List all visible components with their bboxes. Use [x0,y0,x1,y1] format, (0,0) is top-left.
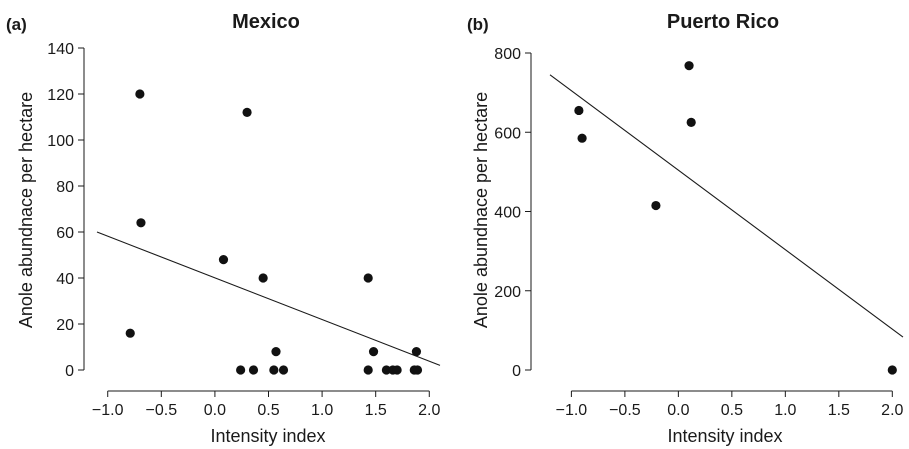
panel-a-x-tick-label: 0.5 [257,402,279,419]
panel-a-data-point [258,273,268,283]
panel-b-data-point [574,105,584,116]
panel-b-x-tick-label: 2.0 [881,402,903,419]
panel-a-y-tick-label: 20 [56,317,74,334]
panel-a-y-tick-label: 120 [47,87,74,104]
panel-a-x-tick-label: 1.0 [311,402,333,419]
panel-b-y-tick-label: 200 [494,284,521,301]
panel-b-y-tick-label: 0 [512,363,521,380]
panel-a-data-point [269,365,279,375]
panel-b-axes: −1.0 −0.5 0.0 0.5 1.0 1.5 2.0 0 200 400 600 800 [494,46,903,419]
panel-b-fit-line [549,74,904,338]
panel-b-x-tick-label: 1.5 [828,402,850,419]
panel-a-marks [96,89,441,375]
panel-b-y-axis-label: Anole abundnace per hectare [471,92,491,328]
panel-a-data-point [411,347,422,357]
panel-a-data-point [392,365,402,375]
panel-a-data-point [236,365,246,375]
panel-a-title: Mexico [232,11,300,33]
panel-b-label: (b) [467,15,489,34]
panel-a-x-axis-label: Intensity index [210,426,325,446]
panel-a-x-tick-label: 0.0 [204,402,226,419]
panel-a-data-point [363,273,373,283]
panel-b-data-point [577,133,587,143]
panel-a-x-tick-label: −0.5 [146,402,178,419]
panel-b-y-tick-label: 400 [494,205,521,222]
panel-a-data-point [368,347,379,357]
panel-a-y-tick-label: 140 [47,41,74,58]
panel-b-x-tick-label: 0.0 [667,402,689,419]
panel-a-data-point [412,365,423,375]
panel-b-title: Puerto Rico [667,11,779,33]
panel-a-x-tick-label: 2.0 [418,402,440,419]
panel-a-data-point [248,365,259,375]
panel-b: (b) Puerto Rico Anole abundnace per hect… [467,11,904,446]
panel-b-x-axis-label: Intensity index [667,426,782,446]
panel-a-data-point [363,365,373,375]
panel-a-data-point [278,365,289,375]
panel-b-x-tick-label: −1.0 [556,402,588,419]
panel-a-data-point [381,365,392,375]
panel-a-fit-line [96,231,441,366]
panel-a-y-tick-label: 60 [56,225,74,242]
panel-a: (a) Mexico Anole abundnace per hectare I… [6,11,441,446]
panel-a-data-point [135,89,145,99]
panel-a-data-point [125,328,135,338]
panel-a-data-point [271,347,281,357]
panel-a-y-axis-label: Anole abundnace per hectare [16,92,36,328]
panel-b-data-point [684,61,694,71]
panel-a-x-tick-label: 1.5 [365,402,387,419]
panel-b-x-tick-label: −0.5 [609,402,641,419]
panel-a-data-point [136,218,146,228]
panel-a-y-tick-label: 0 [65,363,74,380]
panel-a-y-tick-label: 40 [56,271,74,288]
panel-b-x-tick-label: 0.5 [721,402,743,419]
panel-b-data-point [651,200,661,211]
panel-a-y-tick-label: 100 [47,133,74,150]
panel-a-label: (a) [6,15,27,34]
panel-b-y-tick-label: 600 [494,125,521,142]
panel-b-x-tick-label: 1.0 [774,402,796,419]
panel-b-data-point [887,365,897,375]
panel-a-y-tick-label: 80 [56,179,74,196]
panel-b-y-tick-label: 800 [494,46,521,63]
panel-a-data-point [242,107,252,117]
panel-a-axes: −1.0 −0.5 0.0 0.5 1.0 1.5 2.0 0 20 40 60 80 100 120 14… [47,41,440,419]
panel-a-x-tick-label: −1.0 [92,402,124,419]
panel-b-marks [549,61,904,375]
panel-a-data-point [218,255,229,265]
panel-b-data-point [686,117,696,127]
